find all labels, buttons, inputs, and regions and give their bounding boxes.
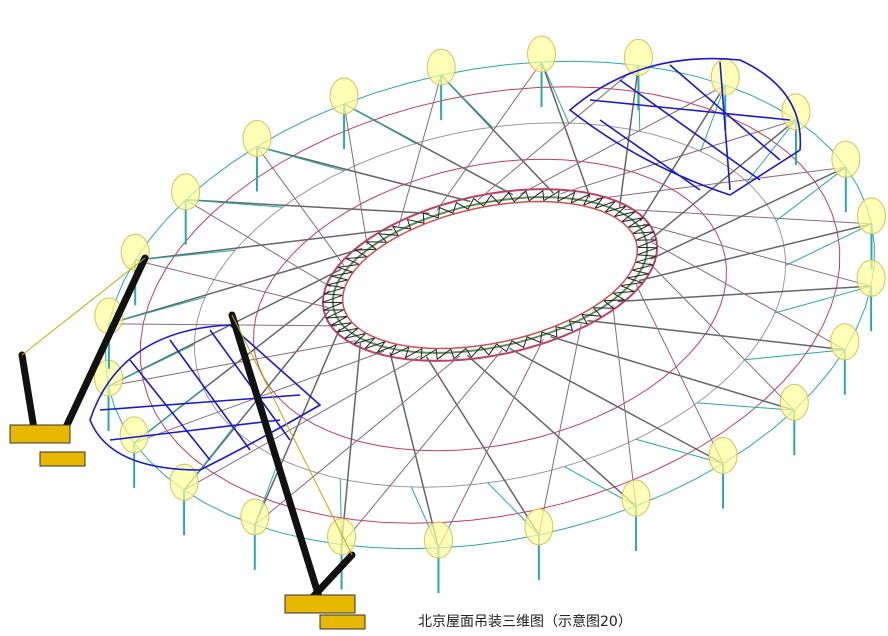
frame-member <box>135 228 393 262</box>
frame-member <box>831 140 861 178</box>
frame-member <box>642 223 872 287</box>
frame-member <box>520 84 726 195</box>
frame-member <box>185 199 331 288</box>
frame-member <box>119 416 149 454</box>
frame-member <box>538 323 582 535</box>
frame-member <box>612 305 637 507</box>
frame-member <box>541 61 570 124</box>
frame-member <box>183 355 420 491</box>
frame-member <box>108 296 206 325</box>
frame-member <box>256 146 345 266</box>
frame-member <box>341 349 503 545</box>
frame-member <box>242 119 272 157</box>
frame-member <box>524 508 554 546</box>
frame-member <box>329 77 359 115</box>
frame-member <box>185 199 430 215</box>
frame-member <box>108 268 342 387</box>
frame-member <box>856 259 886 297</box>
frame-member <box>193 122 787 488</box>
frame-member <box>781 93 811 131</box>
frame-member <box>331 196 649 354</box>
crane <box>18 254 356 604</box>
frame-member <box>185 199 283 208</box>
frame-member <box>108 247 363 325</box>
roof-frame <box>94 35 886 594</box>
frame-member <box>389 352 440 549</box>
frame-member <box>648 262 795 411</box>
frame-member <box>343 103 368 245</box>
frame-member <box>254 328 341 526</box>
frame-member <box>322 189 658 361</box>
roof-patch <box>89 57 802 471</box>
frame-member <box>779 383 809 421</box>
frame-member <box>256 145 345 172</box>
frame-member <box>746 119 797 183</box>
frame-member <box>340 342 362 545</box>
crane-base <box>9 424 366 630</box>
frame-member <box>135 259 329 309</box>
frame-member <box>550 335 795 411</box>
frame-member <box>710 58 740 96</box>
frame-member <box>639 84 726 222</box>
frame-member <box>697 402 795 411</box>
frame-member <box>436 61 542 212</box>
frame-member <box>527 35 557 73</box>
frame-member <box>651 242 846 351</box>
frame-member <box>708 437 738 475</box>
frame-member <box>169 463 199 501</box>
frame-member <box>650 166 847 260</box>
frame-member <box>639 223 872 282</box>
frame-member <box>775 166 847 222</box>
frame-member <box>624 208 872 225</box>
frame-member <box>774 285 872 314</box>
frame-member <box>425 356 540 536</box>
frame-member <box>398 75 442 227</box>
frame-member <box>650 119 797 240</box>
frame-member <box>635 438 724 465</box>
frame-member <box>440 74 493 128</box>
frame-member <box>830 323 860 361</box>
frame-member <box>426 48 456 86</box>
caption: 北京屋面吊装三维图（示意图20） <box>418 613 632 630</box>
frame-member <box>623 38 653 76</box>
frame-member <box>171 173 201 211</box>
frame-member <box>256 145 471 203</box>
frame-member <box>477 65 639 201</box>
frame-member <box>785 223 872 266</box>
frame-member <box>621 479 651 517</box>
frame-member <box>343 103 416 144</box>
frame-member <box>240 498 270 536</box>
frame-member <box>139 86 841 524</box>
frame-member <box>560 119 797 195</box>
frame-member <box>744 349 845 361</box>
frame-member <box>423 521 453 559</box>
frame-member <box>108 340 357 387</box>
frame-member <box>587 319 845 351</box>
frame-member <box>466 354 637 507</box>
frame-member <box>135 249 236 261</box>
frame-member <box>509 347 724 465</box>
crane-cable <box>21 257 353 556</box>
frame-member <box>341 200 639 350</box>
frame-member <box>438 338 544 549</box>
frame-member <box>595 166 846 200</box>
frame-member <box>540 61 591 198</box>
frame-member <box>327 518 357 556</box>
frame-member <box>635 284 724 464</box>
frame-member <box>856 197 886 235</box>
